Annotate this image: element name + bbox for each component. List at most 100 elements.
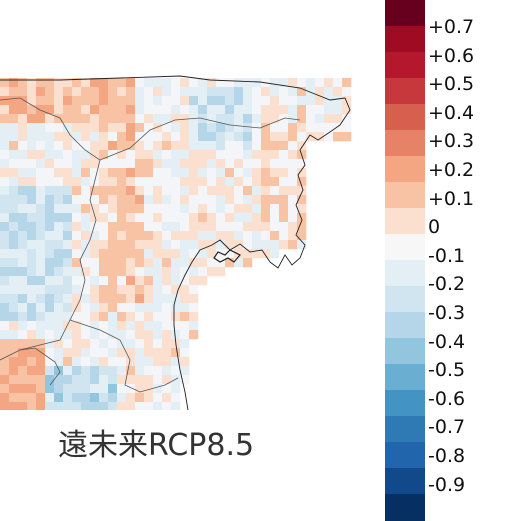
grid-cell — [261, 96, 271, 106]
grid-cell — [180, 276, 190, 286]
grid-cell — [18, 78, 28, 88]
grid-cell — [306, 123, 316, 133]
grid-cell — [117, 204, 127, 214]
grid-cell — [81, 276, 91, 286]
grid-cell — [81, 303, 91, 313]
grid-cell — [306, 87, 316, 97]
grid-cell — [135, 150, 145, 160]
grid-cell — [189, 267, 199, 277]
grid-cell — [108, 213, 118, 223]
grid-cell — [18, 258, 28, 268]
grid-cell — [54, 402, 64, 410]
grid-cell — [117, 213, 127, 223]
grid-cell — [108, 276, 118, 286]
grid-cell — [117, 177, 127, 187]
grid-cell — [45, 312, 55, 322]
grid-cell — [45, 141, 55, 151]
grid-cell — [81, 267, 91, 277]
grid-cell — [27, 105, 37, 115]
grid-cell — [225, 204, 235, 214]
grid-cell — [45, 348, 55, 358]
grid-cell — [54, 195, 64, 205]
grid-cell — [162, 366, 172, 376]
grid-cell — [18, 114, 28, 124]
grid-cell — [108, 312, 118, 322]
grid-cell — [234, 114, 244, 124]
grid-cell — [342, 132, 352, 142]
grid-cell — [117, 393, 127, 403]
grid-cell — [45, 384, 55, 394]
grid-cell — [36, 294, 46, 304]
grid-cell — [9, 402, 19, 410]
grid-cell — [99, 267, 109, 277]
grid-cell — [171, 168, 181, 178]
grid-cell — [18, 186, 28, 196]
grid-cell — [54, 303, 64, 313]
grid-cell — [0, 204, 10, 214]
grid-cell — [99, 105, 109, 115]
grid-cell — [135, 132, 145, 142]
grid-cell — [180, 141, 190, 151]
grid-cell — [162, 393, 172, 403]
grid-cell — [81, 258, 91, 268]
grid-cell — [279, 231, 289, 241]
grid-cell — [126, 213, 136, 223]
grid-cell — [162, 285, 172, 295]
grid-cell — [0, 222, 10, 232]
grid-cell — [252, 231, 262, 241]
grid-cell — [135, 213, 145, 223]
grid-cell — [207, 213, 217, 223]
grid-cell — [81, 222, 91, 232]
grid-cell — [333, 78, 343, 88]
grid-cell — [297, 195, 307, 205]
grid-cell — [99, 150, 109, 160]
grid-cell — [63, 204, 73, 214]
grid-cell — [153, 240, 163, 250]
grid-cell — [189, 222, 199, 232]
grid-cell — [72, 213, 82, 223]
grid-cell — [54, 132, 64, 142]
grid-cell — [117, 222, 127, 232]
grid-cell — [297, 132, 307, 142]
grid-cell — [108, 294, 118, 304]
grid-cell — [162, 231, 172, 241]
grid-cell — [288, 141, 298, 151]
grid-cell — [90, 105, 100, 115]
grid-cell — [135, 204, 145, 214]
grid-cell — [252, 150, 262, 160]
grid-cell — [54, 186, 64, 196]
grid-cell — [54, 276, 64, 286]
grid-cell — [162, 330, 172, 340]
grid-cell — [297, 186, 307, 196]
grid-cell — [135, 78, 145, 88]
grid-cell — [0, 249, 10, 259]
grid-cell — [0, 276, 10, 286]
grid-cell — [117, 384, 127, 394]
grid-cell — [72, 258, 82, 268]
grid-cell — [72, 204, 82, 214]
grid-cell — [72, 195, 82, 205]
grid-cell — [45, 150, 55, 160]
grid-cell — [117, 105, 127, 115]
grid-cell — [99, 375, 109, 385]
grid-cell — [108, 285, 118, 295]
grid-cell — [144, 168, 154, 178]
grid-cell — [81, 321, 91, 331]
grid-cell — [18, 204, 28, 214]
grid-cell — [252, 132, 262, 142]
grid-cell — [99, 240, 109, 250]
grid-cell — [81, 132, 91, 142]
grid-cell — [234, 168, 244, 178]
colorbar-swatch — [385, 234, 425, 261]
grid-cell — [270, 168, 280, 178]
grid-cell — [81, 339, 91, 349]
grid-cell — [81, 294, 91, 304]
grid-cell — [135, 168, 145, 178]
grid-cell — [162, 375, 172, 385]
grid-cell — [126, 303, 136, 313]
grid-cell — [63, 231, 73, 241]
grid-cell — [81, 375, 91, 385]
grid-cell — [207, 78, 217, 88]
grid-cell — [198, 141, 208, 151]
grid-cell — [198, 222, 208, 232]
